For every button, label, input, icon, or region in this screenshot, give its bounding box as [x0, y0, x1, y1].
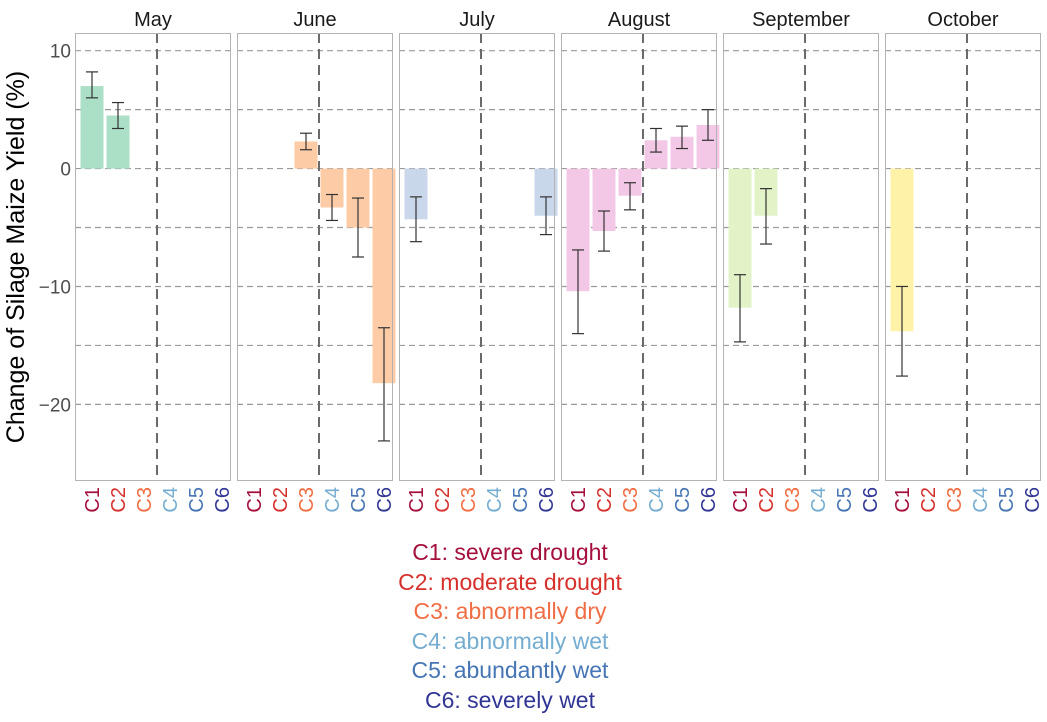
x-tick-label-c1: C1 — [406, 487, 428, 513]
x-tick-label-c4: C4 — [808, 487, 830, 513]
legend-item-c1: C1: severe drought — [412, 539, 608, 565]
legend-item-c3: C3: abnormally dry — [413, 598, 607, 624]
x-tick-label-c4: C4 — [160, 487, 182, 513]
panel-title-june: June — [293, 9, 336, 31]
panel-border — [885, 33, 1041, 481]
bar-june-c4 — [320, 168, 344, 208]
panel-border — [561, 33, 717, 481]
x-tick-label-c4: C4 — [646, 487, 668, 513]
x-tick-label-c4: C4 — [484, 487, 506, 513]
y-tick-label: −10 — [39, 277, 71, 298]
x-tick-label-c5: C5 — [510, 487, 532, 513]
legend-item-c2: C2: moderate drought — [398, 568, 622, 595]
x-tick-label-c6: C6 — [212, 487, 234, 513]
panel-title-september: September — [752, 9, 850, 31]
x-tick-label-c6: C6 — [374, 487, 396, 513]
faceted-bar-chart: Change of Silage Maize Yield (%) 10 0 −10 −2… — [2, 9, 1044, 513]
panel-border — [399, 33, 555, 481]
panel-border — [75, 33, 231, 481]
bar-july-c1 — [404, 168, 428, 220]
bar-july-c6 — [534, 168, 558, 216]
x-tick-label-c5: C5 — [348, 487, 370, 513]
x-tick-label-c5: C5 — [996, 487, 1018, 513]
y-tick-label: 0 — [60, 160, 71, 181]
x-tick-label-c1: C1 — [82, 487, 104, 513]
x-tick-label-c3: C3 — [296, 487, 318, 513]
legend-item-c6: C6: severely wet — [424, 686, 595, 713]
bar-august-c6 — [696, 124, 720, 169]
bar-october-c1 — [890, 168, 914, 332]
x-tick-label-c5: C5 — [834, 487, 856, 513]
x-tick-label-c2: C2 — [108, 487, 130, 513]
legend-item-c5: C5: abundantly wet — [411, 657, 609, 683]
panel-title-july: July — [459, 9, 495, 31]
bar-august-c5 — [670, 136, 694, 169]
bar-june-c6 — [372, 168, 396, 384]
bar-august-c2 — [592, 168, 616, 232]
x-tick-label-c6: C6 — [860, 487, 882, 513]
x-tick-label-c1: C1 — [892, 487, 914, 513]
x-tick-label-c4: C4 — [970, 487, 992, 513]
x-tick-label-c4: C4 — [322, 487, 344, 513]
panel-title-august: August — [608, 9, 671, 31]
panel-title-october: October — [927, 9, 998, 31]
x-tick-label-c3: C3 — [458, 487, 480, 513]
x-tick-label-c2: C2 — [918, 487, 940, 513]
x-tick-label-c3: C3 — [782, 487, 804, 513]
panel-border — [723, 33, 879, 481]
x-tick-label-c2: C2 — [594, 487, 616, 513]
x-tick-label-c1: C1 — [730, 487, 752, 513]
x-tick-label-c1: C1 — [244, 487, 266, 513]
bar-september-c1 — [728, 168, 752, 308]
x-tick-label-c3: C3 — [134, 487, 156, 513]
bar-may-c1 — [80, 86, 104, 169]
y-axis-title: Change of Silage Maize Yield (%) — [2, 71, 30, 443]
y-tick-label: −20 — [39, 395, 71, 416]
bar-august-c4 — [644, 140, 668, 169]
x-tick-label-c1: C1 — [568, 487, 590, 513]
legend-item-c4: C4: abnormally wet — [411, 627, 609, 654]
bar-june-c3 — [294, 141, 318, 169]
y-tick-label: 10 — [50, 42, 71, 63]
x-tick-label-c3: C3 — [944, 487, 966, 513]
x-tick-label-c2: C2 — [270, 487, 292, 513]
x-tick-label-c3: C3 — [620, 487, 642, 513]
x-tick-label-c6: C6 — [698, 487, 720, 513]
x-tick-label-c5: C5 — [186, 487, 208, 513]
x-tick-label-c6: C6 — [536, 487, 558, 513]
condition-legend: C1: severe drought C2: moderate drought … — [0, 538, 1020, 715]
x-tick-label-c2: C2 — [432, 487, 454, 513]
panel-border — [237, 33, 393, 481]
x-tick-label-c6: C6 — [1022, 487, 1044, 513]
panel-title-may: May — [134, 9, 172, 31]
bar-august-c1 — [566, 168, 590, 292]
x-tick-label-c5: C5 — [672, 487, 694, 513]
x-tick-label-c2: C2 — [756, 487, 778, 513]
